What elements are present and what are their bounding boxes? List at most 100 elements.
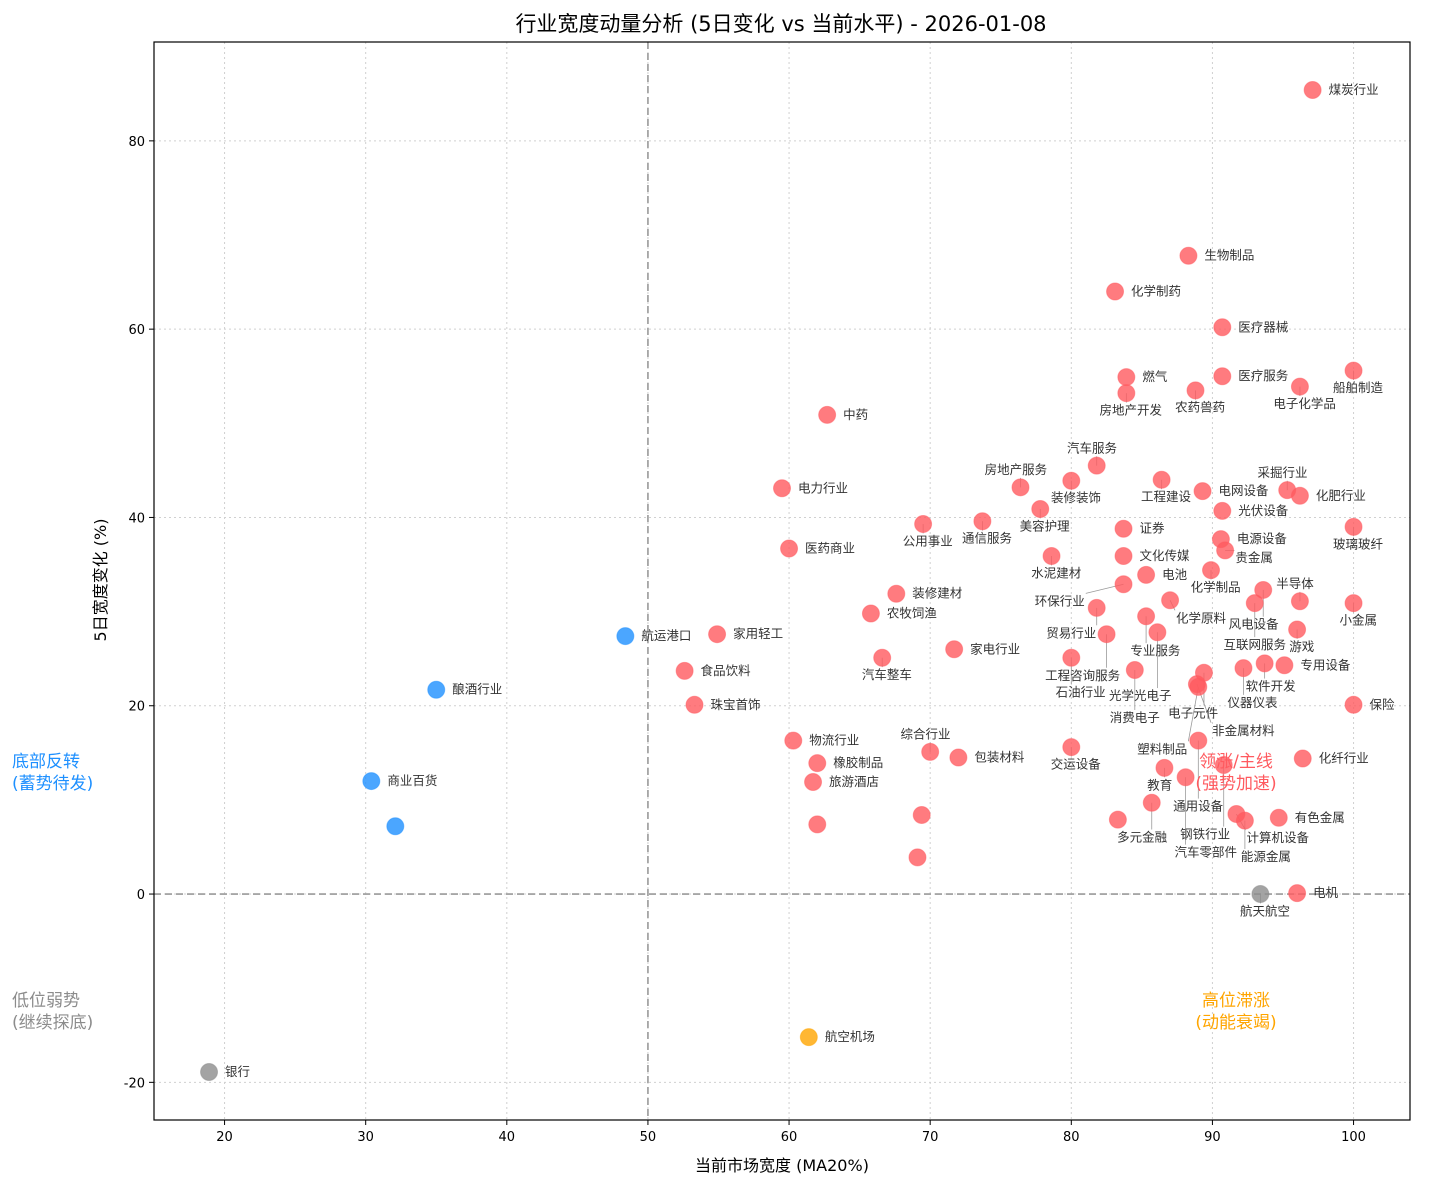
scatter-point xyxy=(1245,594,1264,613)
point-label: 文化传媒 xyxy=(1140,548,1191,563)
scatter-point xyxy=(1255,654,1274,673)
scatter-point xyxy=(1114,547,1133,566)
point-label: 美容护理 xyxy=(1020,518,1071,533)
x-tick-label: 100 xyxy=(1341,1130,1366,1145)
scatter-point xyxy=(708,625,727,644)
point-label: 教育 xyxy=(1147,777,1172,792)
point-label: 塑料制品 xyxy=(1137,741,1187,756)
scatter-point xyxy=(921,742,940,761)
scatter-point xyxy=(1161,591,1180,610)
scatter-point xyxy=(362,772,381,791)
scatter-point xyxy=(1097,625,1116,644)
point-label: 电网设备 xyxy=(1219,483,1270,498)
point-label: 航空机场 xyxy=(825,1029,875,1044)
chart-title: 行业宽度动量分析 (5日变化 vs 当前水平) - 2026-01-08 xyxy=(515,12,1046,36)
scatter-point xyxy=(945,640,964,659)
scatter-point xyxy=(1087,598,1106,617)
quadrant-label-leading: 领涨/主线 xyxy=(1199,752,1273,772)
point-label: 医疗服务 xyxy=(1238,368,1288,383)
quadrant-label-stagnant: 高位滞涨 xyxy=(1202,991,1270,1011)
point-label: 橡胶制品 xyxy=(833,755,883,770)
scatter-point xyxy=(912,805,931,824)
scatter-point xyxy=(1179,246,1198,265)
scatter-point xyxy=(1213,367,1232,386)
scatter-point xyxy=(1137,607,1156,626)
scatter-point xyxy=(1213,318,1232,337)
point-label: 电子化学品 xyxy=(1273,396,1336,411)
quadrant-label-leading: (强势加速) xyxy=(1195,774,1276,794)
point-label: 多元金融 xyxy=(1117,829,1168,844)
scatter-point xyxy=(1303,81,1322,100)
scatter-point xyxy=(1108,810,1127,829)
point-label: 风电设备 xyxy=(1229,617,1280,632)
scatter-point xyxy=(616,627,635,646)
point-label: 农牧饲渔 xyxy=(887,605,937,620)
point-label: 能源金属 xyxy=(1241,849,1291,864)
point-label: 化肥行业 xyxy=(1316,488,1366,503)
scatter-point xyxy=(1106,282,1125,301)
scatter-point xyxy=(1137,565,1156,584)
scatter-point xyxy=(808,815,827,834)
point-label: 中药 xyxy=(843,407,868,422)
point-label: 商业百货 xyxy=(387,773,437,788)
scatter-point xyxy=(780,539,799,558)
scatter-point xyxy=(1193,482,1212,501)
scatter-point xyxy=(675,661,694,680)
scatter-point xyxy=(1142,793,1161,812)
point-label: 农药兽药 xyxy=(1175,400,1225,415)
point-label: 煤炭行业 xyxy=(1329,82,1379,97)
point-label: 贵金属 xyxy=(1235,550,1273,565)
point-label: 电池 xyxy=(1162,567,1188,582)
point-label: 房地产服务 xyxy=(985,462,1048,477)
scatter-point xyxy=(784,731,803,750)
scatter-point xyxy=(1290,486,1309,505)
scatter-point xyxy=(1186,381,1205,400)
quadrant-label-reversal: 底部反转 xyxy=(12,752,80,772)
x-axis-label: 当前市场宽度 (MA20%) xyxy=(695,1156,869,1175)
point-label: 珠宝首饰 xyxy=(711,697,761,712)
point-label: 半导体 xyxy=(1276,576,1314,591)
scatter-point xyxy=(1189,731,1208,750)
point-label: 物流行业 xyxy=(809,733,859,748)
point-label: 化学原料 xyxy=(1176,610,1227,625)
y-tick-label: 60 xyxy=(128,323,145,338)
scatter-point xyxy=(1152,470,1171,489)
scatter-point xyxy=(949,748,968,767)
scatter-point xyxy=(1344,517,1363,536)
point-label: 医疗器械 xyxy=(1238,319,1289,334)
reference-lines xyxy=(154,42,1410,1120)
scatter-point xyxy=(1290,377,1309,396)
point-label: 有色金属 xyxy=(1295,810,1345,825)
scatter-point xyxy=(1117,384,1136,403)
point-label: 证券 xyxy=(1140,521,1166,536)
point-label: 包装材料 xyxy=(974,750,1025,765)
scatter-point xyxy=(1344,695,1363,714)
point-label: 酿酒行业 xyxy=(452,682,502,697)
scatter-point xyxy=(1087,456,1106,475)
scatter-point xyxy=(1288,884,1307,903)
scatter-point xyxy=(1344,361,1363,380)
scatter-point xyxy=(818,405,837,424)
point-label: 家电行业 xyxy=(970,641,1020,656)
quadrant-label-stagnant: (动能衰竭) xyxy=(1195,1013,1276,1033)
data-points xyxy=(200,81,1363,1081)
scatter-point xyxy=(808,754,827,773)
quadrant-label-reversal: (蓄势待发) xyxy=(12,774,93,794)
quadrant-label-weak: (继续探底) xyxy=(12,1013,93,1033)
point-label: 食品饮料 xyxy=(701,663,752,678)
scatter-point xyxy=(914,515,933,534)
point-label: 汽车整车 xyxy=(862,667,912,682)
y-axis-label: 5日宽度变化 (%) xyxy=(91,519,110,642)
point-label: 航天航空 xyxy=(1240,903,1290,918)
point-label: 仪器仪表 xyxy=(1228,695,1279,710)
point-label: 化学制品 xyxy=(1191,580,1241,595)
point-label: 船舶制造 xyxy=(1333,380,1384,395)
point-label: 小金属 xyxy=(1339,613,1377,628)
scatter-point xyxy=(861,604,880,623)
quadrant-label-weak: 低位弱势 xyxy=(12,991,80,1011)
scatter-point xyxy=(1114,519,1133,538)
scatter-point xyxy=(873,648,892,667)
scatter-point xyxy=(1062,648,1081,667)
point-label: 计算机设备 xyxy=(1246,830,1309,845)
axis-ticks: 20 30 40 50 60 70 80 90 100 -20 0 20 40 60 80 xyxy=(124,135,1366,1145)
